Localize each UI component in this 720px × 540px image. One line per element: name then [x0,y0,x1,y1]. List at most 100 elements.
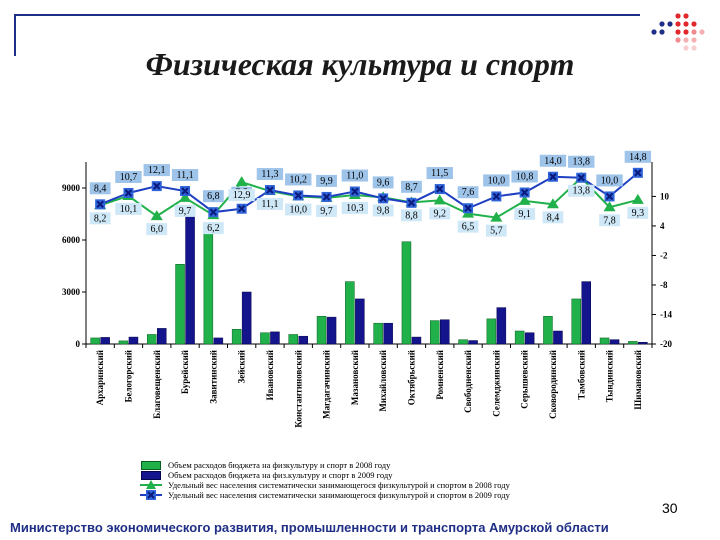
data-label-2008-bg [174,204,196,217]
data-label-2009-bg [256,168,284,181]
legend-item: Объем расходов бюджета на физ.культуру и… [140,470,510,480]
point-2009-cross [124,189,133,197]
point-2009-cross [294,191,302,200]
page-title: Физическая культура и спорт [145,46,575,82]
point-2009-cross [464,204,472,212]
data-label-2008: 13,8 [573,186,591,197]
category-label: Завитинский [208,350,218,404]
data-label-2008-bg [457,220,479,233]
point-2009-cross [634,169,642,177]
data-label-2008: 10,0 [290,204,308,215]
data-label-2009: 10,0 [601,175,619,186]
data-label-2009: 6,8 [207,191,220,202]
right-axis-tick-label: 4 [660,221,665,231]
bar-2009 [609,339,620,345]
point-2009-cross [209,208,218,216]
category-label: Свободненский [463,350,473,413]
data-label-2008: 10,3 [346,203,364,214]
data-label-2008-bg [372,204,394,217]
left-axis-tick-label: 9000 [62,183,81,193]
point-2009-cross [379,194,387,203]
bar-2009 [157,328,167,345]
data-label-2009-bg [539,154,567,167]
category-label: Серышевский [520,350,530,409]
data-label-2009: 14,8 [629,152,647,163]
data-label-2009-bg [202,190,224,203]
legend-label: Удельный вес населения систематически за… [168,480,510,490]
bar-2008 [373,322,383,345]
data-label-2008: 6,5 [462,222,475,233]
legend-item: Объем расходов бюджета на физкультуру и … [140,460,510,470]
legend-label: Удельный вес населения систематически за… [168,490,510,500]
frame-left-line [14,14,16,56]
decorative-dots-icon [651,13,705,51]
bar-2009 [241,291,252,345]
bar-2009 [355,298,365,345]
data-label-2008: 12,9 [233,190,251,201]
data-label-2009-bg [341,169,369,182]
data-label-2009: 14,0 [544,156,562,167]
bar-2008 [430,320,440,345]
bar-2009 [581,281,591,345]
legend-item: Удельный вес населения систематически за… [140,480,510,490]
point-2009-cross [520,188,529,197]
data-label-2009: 11,5 [431,168,448,179]
data-label-2008: 8,2 [94,213,107,224]
left-axis-tick-label: 3000 [62,287,81,297]
point-2008 [603,201,616,212]
data-label-2008-bg [485,224,507,237]
bar-2008 [260,332,270,345]
right-axis-tick-label: 10 [660,191,670,201]
data-label-2008-bg [89,212,111,225]
footer-ministry: Министерство экономического развития, пр… [10,520,609,535]
data-label-2009-bg [401,180,422,193]
bar-2009 [440,319,450,345]
category-label: Октябрьский [406,350,416,405]
triangle-marker-icon [146,480,156,489]
category-label: Шимановский [633,350,643,410]
legend-label: Объем расходов бюджета на физкультуру и … [168,460,391,470]
data-label-2008: 9,8 [377,205,390,216]
data-label-2008: 6,0 [151,224,164,235]
category-label: Тындинский [605,350,615,402]
chart-legend: Объем расходов бюджета на физкультуру и … [140,460,510,500]
data-label-2009: 10,2 [290,174,308,185]
bar-2009 [411,336,422,345]
category-label: Благовещенский [152,350,162,419]
data-label-2008: 10,1 [120,204,138,215]
data-label-2008: 9,2 [434,208,447,219]
right-axis-tick-label: -14 [660,309,672,319]
data-label-2008-bg [316,204,337,217]
page-number: 30 [662,500,678,516]
data-label-2008: 9,3 [632,208,645,219]
data-label-2008-bg [228,189,255,202]
data-label-2009: 10,0 [488,175,506,186]
bar-2008 [288,334,298,345]
data-label-2008-bg [285,203,312,216]
data-label-2008-bg [146,223,168,236]
bar-2008 [231,329,242,345]
bar-2009 [383,322,393,345]
data-label-2009: 11,0 [346,171,363,182]
point-2009-cross [351,187,359,196]
data-label-2009: 9,6 [377,177,390,188]
data-label-2009: 10,8 [516,171,534,182]
data-label-2008-bg [627,206,649,219]
category-label: Сковородинский [548,350,558,419]
bar-2009 [100,337,110,345]
category-label: Зейский [237,350,247,383]
bar-2008 [486,318,497,345]
data-label-2009-bg [115,170,142,183]
bar-2008 [147,334,157,345]
bar-2008 [514,330,525,345]
data-label-2008: 9,7 [320,206,333,217]
data-label-2009-bg [596,174,623,187]
bar-2008 [401,241,412,345]
category-label: Ромненский [435,350,445,400]
data-label-2008: 6,2 [207,223,220,234]
data-label-2009: 7,6 [462,187,475,198]
point-2009-cross [96,200,104,209]
bar-2008 [90,337,100,345]
bar-2008 [458,339,468,345]
